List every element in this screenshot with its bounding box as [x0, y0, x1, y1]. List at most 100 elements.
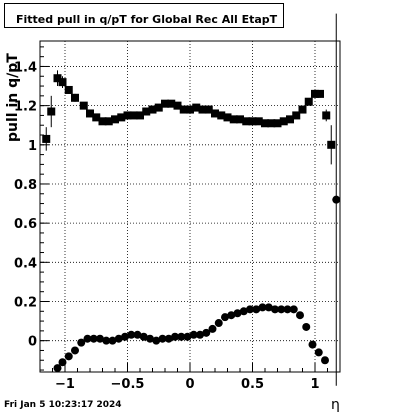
- circle-marker: [71, 346, 79, 355]
- square-marker: [192, 103, 201, 112]
- square-marker: [254, 117, 263, 126]
- circle-marker: [308, 340, 317, 349]
- grid-lines: [40, 41, 340, 372]
- circle-marker: [53, 364, 62, 373]
- x-tick-label: 1: [310, 377, 319, 392]
- square-marker: [47, 107, 56, 116]
- circle-marker: [102, 336, 111, 345]
- square-marker: [64, 85, 73, 94]
- chart-title-box: Fitted pull in q/pT for Global Rec All E…: [4, 3, 284, 28]
- circle-marker: [114, 334, 123, 343]
- circle-marker: [239, 307, 248, 316]
- circle-marker: [127, 330, 136, 339]
- square-marker: [42, 134, 51, 143]
- square-marker: [217, 111, 226, 120]
- circle-marker: [302, 322, 311, 331]
- circle-marker: [183, 332, 192, 341]
- square-marker: [173, 101, 182, 110]
- x-tick-label: −0.5: [111, 377, 145, 392]
- circle-marker: [177, 332, 186, 341]
- circle-marker: [158, 334, 167, 343]
- circle-marker: [196, 330, 204, 339]
- circle-marker: [227, 311, 236, 320]
- circle-marker: [121, 332, 129, 341]
- square-marker: [211, 109, 219, 118]
- square-marker: [223, 113, 232, 122]
- square-marker: [71, 93, 79, 102]
- circle-marker: [283, 305, 292, 314]
- square-marker: [198, 105, 207, 114]
- circle-marker: [332, 195, 341, 204]
- circle-marker: [202, 328, 211, 337]
- circle-marker: [258, 303, 267, 312]
- circle-marker: [233, 309, 242, 318]
- circle-marker: [252, 305, 261, 314]
- square-marker: [186, 105, 194, 114]
- square-marker: [311, 89, 319, 98]
- square-marker: [279, 117, 288, 126]
- square-marker: [229, 115, 238, 124]
- square-marker: [117, 113, 126, 122]
- square-marker: [161, 99, 169, 108]
- circle-marker: [208, 324, 217, 333]
- square-marker: [136, 111, 144, 120]
- square-marker: [322, 111, 331, 120]
- circle-marker: [152, 336, 161, 345]
- square-marker: [123, 111, 132, 120]
- square-marker: [98, 117, 107, 126]
- y-axis-label-wrap: pull in q/pT: [5, 42, 25, 142]
- square-marker: [154, 103, 163, 112]
- square-marker: [267, 119, 276, 128]
- square-marker: [53, 74, 62, 83]
- chart-title: Fitted pull in q/pT for Global Rec All E…: [16, 13, 278, 26]
- circle-marker: [271, 305, 279, 314]
- y-tick-label: 0.6: [14, 217, 37, 232]
- circle-marker: [264, 303, 273, 312]
- square-marker: [286, 115, 294, 124]
- circle-marker: [96, 334, 104, 343]
- square-marker: [167, 99, 176, 108]
- square-marker: [104, 117, 113, 126]
- circle-marker: [277, 305, 286, 314]
- square-marker: [111, 115, 119, 124]
- circle-marker: [64, 352, 73, 361]
- circle-marker: [221, 313, 229, 322]
- circle-marker: [133, 330, 142, 339]
- axis-ticks: [39, 46, 341, 372]
- square-marker: [316, 89, 324, 98]
- square-marker: [204, 105, 213, 114]
- circle-marker: [139, 332, 148, 341]
- tick-labels: −1 −0.5 0 0.5 1 0 0.2 0.4 0.6 0.8 1 1.2 1.4: [14, 60, 320, 392]
- square-marker: [292, 111, 301, 120]
- circle-marker: [77, 338, 86, 347]
- square-marker: [92, 113, 101, 122]
- circle-marker: [164, 334, 173, 343]
- circle-marker: [246, 305, 254, 314]
- square-marker: [273, 119, 282, 128]
- timestamp: Fri Jan 5 10:23:17 2024: [4, 400, 122, 410]
- square-marker: [261, 119, 269, 128]
- square-marker: [148, 105, 157, 114]
- circle-marker: [296, 311, 304, 320]
- circle-marker: [214, 319, 223, 328]
- square-marker: [304, 97, 313, 106]
- square-marker: [236, 115, 244, 124]
- square-marker: [179, 105, 188, 114]
- x-tick-label: 0.5: [241, 377, 264, 392]
- y-tick-label: 0.2: [14, 295, 37, 310]
- square-marker: [327, 140, 336, 149]
- y-axis-label: pull in q/pT: [5, 53, 21, 142]
- square-marker: [79, 101, 88, 110]
- circle-marker: [89, 334, 98, 343]
- x-tick-label: 0: [185, 377, 194, 392]
- circle-marker: [146, 334, 154, 343]
- circle-marker: [289, 305, 298, 314]
- square-marker: [298, 105, 307, 114]
- square-marker: [129, 111, 138, 120]
- y-tick-label: 1.2: [14, 100, 37, 115]
- data-marks: [42, 13, 341, 386]
- x-axis-label: η: [331, 397, 340, 413]
- y-tick-label: 0: [28, 335, 37, 350]
- y-tick-label: 0.4: [14, 256, 37, 271]
